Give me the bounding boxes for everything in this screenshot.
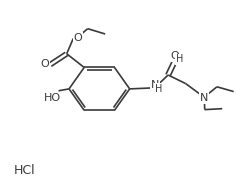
Text: N: N [151, 80, 159, 90]
Text: O: O [73, 33, 82, 43]
Text: H: H [155, 84, 163, 94]
Text: O: O [40, 59, 49, 69]
Text: HO: HO [44, 93, 61, 103]
Text: N: N [200, 93, 208, 103]
Text: HCl: HCl [14, 164, 36, 177]
Text: H: H [176, 54, 183, 64]
Text: O: O [170, 51, 179, 61]
